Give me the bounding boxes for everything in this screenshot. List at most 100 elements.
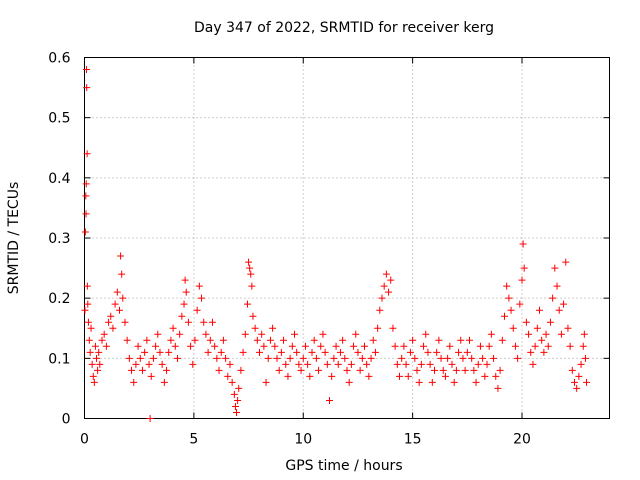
data-point: [485, 342, 493, 350]
data-point: [507, 306, 515, 314]
data-point: [551, 264, 559, 272]
data-point: [308, 348, 316, 356]
data-point: [571, 378, 578, 386]
data-point: [573, 384, 581, 392]
data-point: [459, 354, 467, 362]
data-point: [306, 372, 314, 380]
data-point: [271, 342, 279, 350]
data-point: [180, 300, 188, 308]
data-points: [81, 66, 591, 422]
data-point: [553, 282, 561, 290]
data-point: [82, 180, 90, 188]
data-point: [219, 336, 227, 344]
data-point: [328, 372, 336, 380]
data-point: [519, 240, 527, 248]
data-point: [577, 360, 585, 368]
data-point: [94, 366, 102, 374]
data-point: [100, 330, 108, 338]
data-point: [354, 348, 362, 356]
data-point: [470, 366, 478, 374]
data-point: [369, 336, 377, 344]
data-point: [391, 342, 399, 350]
data-point: [245, 258, 253, 266]
data-point: [555, 306, 563, 314]
data-point: [141, 348, 149, 356]
data-point: [509, 324, 517, 332]
data-point: [315, 366, 323, 374]
data-point: [341, 354, 349, 362]
data-point: [479, 354, 487, 362]
data-point: [102, 342, 110, 350]
data-point: [466, 336, 473, 344]
data-point: [83, 84, 91, 92]
data-point: [154, 330, 162, 338]
data-point: [546, 318, 554, 326]
data-point: [426, 360, 434, 368]
data-point: [531, 342, 539, 350]
data-point: [204, 348, 212, 356]
data-point: [461, 366, 469, 374]
data-point: [433, 348, 441, 356]
data-point: [125, 354, 133, 362]
data-point: [415, 378, 423, 386]
x-tick-labels: 0 5 10 15 20: [80, 432, 531, 448]
data-point: [580, 330, 588, 338]
data-point: [566, 342, 574, 350]
data-point: [398, 354, 406, 362]
data-point: [146, 415, 154, 422]
data-point: [211, 342, 219, 350]
data-point: [476, 342, 484, 350]
data-point: [336, 348, 344, 356]
data-point: [452, 366, 460, 374]
data-point: [266, 336, 274, 344]
data-point: [231, 402, 239, 410]
data-point: [119, 294, 127, 302]
data-point: [182, 288, 190, 296]
data-point: [417, 360, 425, 368]
data-point: [501, 312, 508, 320]
data-point: [193, 306, 201, 314]
data-point: [568, 366, 576, 374]
data-point: [330, 354, 338, 362]
data-point: [435, 336, 443, 344]
data-point: [84, 300, 92, 308]
data-point: [215, 366, 223, 374]
data-point: [511, 342, 519, 350]
data-point: [195, 282, 203, 290]
data-point: [487, 330, 495, 338]
axis-ticks: [84, 57, 610, 419]
data-point: [249, 312, 257, 320]
data-point: [176, 330, 184, 338]
data-point: [264, 354, 272, 362]
data-point: [326, 396, 333, 404]
data-point: [557, 330, 565, 338]
data-point: [130, 378, 138, 386]
data-point: [280, 336, 288, 344]
data-point: [402, 360, 410, 368]
data-point: [371, 348, 379, 356]
data-point: [533, 324, 541, 332]
y-axis-label: SRMTID / TECUs: [6, 182, 22, 295]
data-point: [222, 354, 230, 362]
data-point: [581, 354, 589, 362]
data-point: [256, 348, 263, 356]
data-point: [490, 354, 498, 362]
y-tick-label: 0.6: [48, 51, 70, 67]
data-point: [253, 336, 261, 344]
data-point: [356, 366, 364, 374]
data-point: [494, 384, 502, 392]
data-point: [87, 324, 95, 332]
data-point: [297, 366, 305, 374]
data-point: [118, 270, 126, 278]
x-tick-label: 10: [294, 432, 312, 448]
data-point: [86, 348, 94, 356]
data-point: [275, 366, 283, 374]
data-point: [226, 360, 234, 368]
data-point: [187, 342, 195, 350]
data-point: [334, 360, 342, 368]
data-point: [411, 354, 419, 362]
data-point: [269, 324, 277, 332]
data-point: [400, 342, 408, 350]
data-point: [169, 324, 177, 332]
